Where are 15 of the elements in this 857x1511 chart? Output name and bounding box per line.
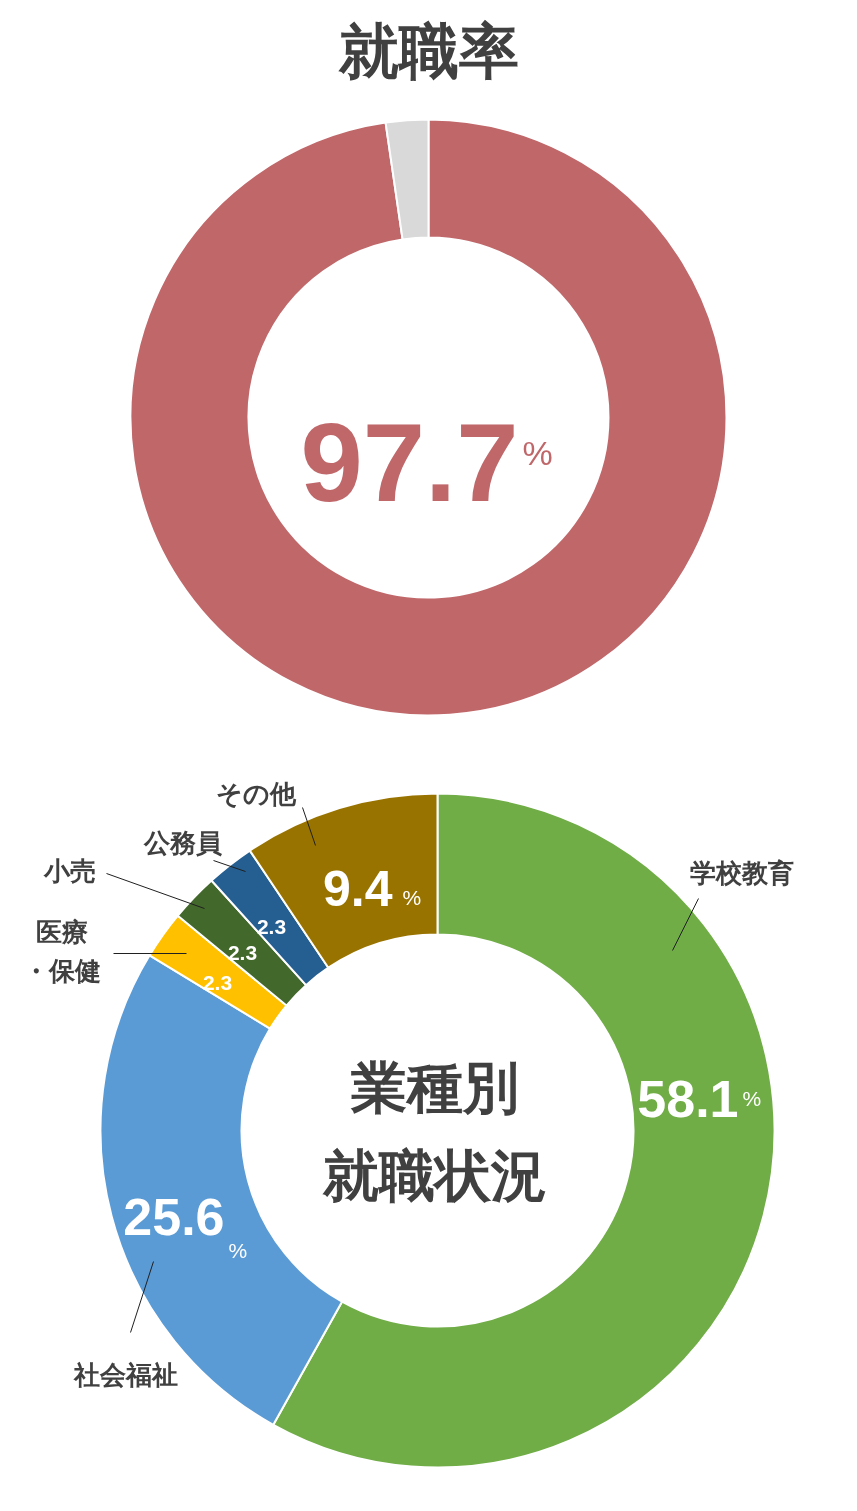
data-label: 97.7%: [300, 400, 553, 525]
data-label: 58.1%: [637, 1069, 762, 1128]
data-label: 25.6%: [123, 1187, 248, 1262]
data-label: 2.3: [256, 914, 287, 938]
slice-label: 学校教育: [689, 857, 794, 888]
data-label: 2.3: [202, 970, 233, 994]
slice-label: 医療・保健: [22, 917, 101, 986]
chart-title: 就職率: [337, 15, 519, 86]
data-label: 9.4%: [322, 861, 422, 917]
slice-label: 社会福祉: [72, 1359, 178, 1390]
slice-label: その他: [215, 778, 297, 809]
slice-label: 公務員: [142, 827, 222, 858]
text: 業種別就職状況: [321, 1055, 547, 1208]
slice-label: 小売: [42, 855, 96, 886]
data-label: 2.3: [227, 940, 258, 964]
